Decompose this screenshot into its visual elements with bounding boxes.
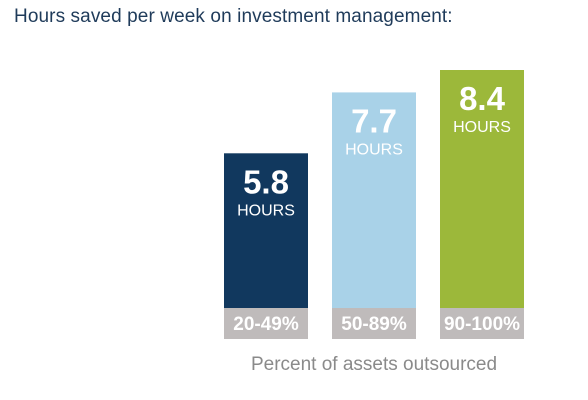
bar-3 bbox=[440, 70, 524, 339]
data-label-2: 7.7 bbox=[351, 102, 397, 139]
x-axis-label-text: Percent of assets outsourced bbox=[250, 354, 498, 375]
data-label-1: 5.8 bbox=[243, 163, 289, 200]
bar-group-3: 8.4 HOURS 90-100% bbox=[440, 70, 524, 339]
unit-label-1: HOURS bbox=[237, 202, 295, 219]
category-band-3 bbox=[440, 308, 524, 339]
chart-title: Hours saved per week on investment manag… bbox=[14, 6, 453, 27]
unit-label-2: HOURS bbox=[345, 141, 403, 158]
bar-group-1: 5.8 HOURS 20-49% bbox=[224, 153, 308, 339]
category-label-2: 50-89% bbox=[341, 314, 407, 335]
unit-label-3: HOURS bbox=[453, 119, 511, 136]
bar-group-2: 7.7 HOURS 50-89% bbox=[332, 92, 416, 340]
category-band-1 bbox=[224, 308, 308, 339]
category-label-3: 90-100% bbox=[444, 314, 520, 335]
bar-2 bbox=[332, 92, 416, 340]
data-label-3: 8.4 bbox=[459, 80, 506, 117]
category-band-2 bbox=[332, 308, 416, 339]
category-label-1: 20-49% bbox=[233, 314, 299, 335]
